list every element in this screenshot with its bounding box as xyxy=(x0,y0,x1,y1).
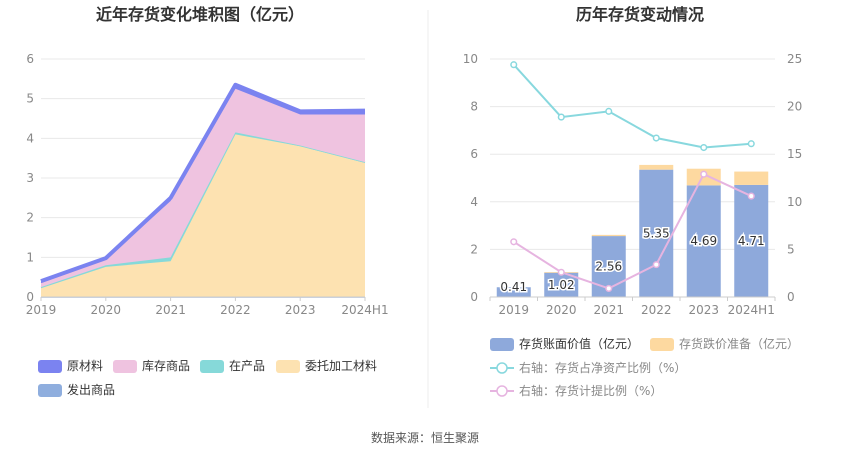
left-legend-label[interactable]: 库存商品 xyxy=(142,358,190,373)
right-legend-label[interactable]: 存货账面价值（亿元） xyxy=(519,336,639,351)
line-provision-ratio-point xyxy=(605,284,613,292)
left-chart-title: 近年存货变化堆积图（亿元） xyxy=(96,5,304,24)
bar-impairment xyxy=(734,171,769,185)
right-y-left-tick-label: 2 xyxy=(470,242,478,256)
right-legend-line-marker[interactable] xyxy=(496,385,508,397)
left-y-tick-label: 6 xyxy=(26,52,34,66)
left-legend-label[interactable]: 委托加工材料 xyxy=(305,359,377,373)
bar-impairment xyxy=(591,234,626,237)
source-text: 数据来源：恒生聚源 xyxy=(371,430,479,445)
left-area-edge-4 xyxy=(40,82,366,284)
bar-value-label: 4.69 xyxy=(690,234,717,248)
line-inventory-ratio-point xyxy=(747,140,755,148)
left-y-tick-label: 0 xyxy=(26,290,34,304)
right-x-tick-label: 2019 xyxy=(498,303,529,317)
line-inventory-ratio-point xyxy=(652,134,660,142)
left-y-tick-label: 3 xyxy=(26,171,34,185)
bar-book-value xyxy=(639,169,674,297)
right-bar-series xyxy=(496,164,769,297)
left-axes: 0 1 2 3 4 5 6 2019 2020 2021 2022 2023 2024H1 xyxy=(26,52,389,317)
right-x-tick-label: 2021 xyxy=(593,303,624,317)
right-y-right-tick-label: 20 xyxy=(787,100,802,114)
line-inventory-ratio-point xyxy=(557,113,565,121)
right-legend: 存货账面价值（亿元） 存货跌价准备（亿元） 右轴：存货占净资产比例（%） 右轴：存货计… xyxy=(490,336,799,398)
bar-value-label: 2.56 xyxy=(595,260,622,274)
left-x-tick-label: 2021 xyxy=(155,303,186,317)
left-x-tick-label: 2020 xyxy=(91,303,122,317)
left-x-tick-label: 2022 xyxy=(220,303,251,317)
right-legend-swatch-book[interactable] xyxy=(490,338,514,351)
left-legend-swatch[interactable] xyxy=(113,360,137,373)
left-area-3 xyxy=(41,88,365,288)
right-y-left-tick-label: 8 xyxy=(470,100,478,114)
bar-value-label: 1.02 xyxy=(548,278,575,292)
bar-book-value xyxy=(734,184,769,297)
right-legend-swatch-impair[interactable] xyxy=(650,338,674,351)
left-area-series xyxy=(40,82,366,298)
line-provision-ratio-point xyxy=(510,238,518,246)
left-y-tick-label: 1 xyxy=(26,250,34,264)
line-provision-ratio-point xyxy=(700,170,708,178)
left-legend-swatch[interactable] xyxy=(200,360,224,373)
bar-value-label: 5.35 xyxy=(643,226,670,240)
left-x-tick-label: 2024H1 xyxy=(341,303,388,317)
right-y-left-tick-label: 0 xyxy=(470,290,478,304)
left-legend-label[interactable]: 原材料 xyxy=(67,359,103,373)
right-axes: 0 2 4 6 8 10 0 5 10 15 20 25 2019 2020 2021 2022 2023 202… xyxy=(463,52,803,317)
right-legend-label[interactable]: 存货跌价准备（亿元） xyxy=(679,336,799,351)
line-inventory-ratio-point xyxy=(700,143,708,152)
bar-impairment xyxy=(639,164,674,170)
right-y-right-tick-label: 0 xyxy=(787,290,795,304)
right-legend-label[interactable]: 右轴：存货计提比例（%） xyxy=(519,383,662,398)
bar-book-value xyxy=(496,287,531,297)
left-legend-label[interactable]: 发出商品 xyxy=(67,382,115,397)
right-y-left-tick-label: 6 xyxy=(470,147,478,161)
left-x-tick-label: 2019 xyxy=(26,303,57,317)
left-legend-swatch[interactable] xyxy=(38,384,62,397)
left-y-tick-label: 2 xyxy=(26,211,34,225)
right-chart-title: 历年存货变动情况 xyxy=(576,5,704,24)
right-line-series: 0.41 1.02 2.56 5.35 4.69 4.71 xyxy=(499,61,766,296)
right-y-right-tick-label: 10 xyxy=(787,195,802,209)
right-legend-label[interactable]: 右轴：存货占净资产比例（%） xyxy=(519,360,686,375)
right-x-tick-label: 2024H1 xyxy=(728,303,775,317)
line-provision-ratio-point xyxy=(557,268,565,276)
right-x-tick-label: 2022 xyxy=(641,303,672,317)
left-y-tick-label: 5 xyxy=(26,92,34,106)
bar-value-label: 0.41 xyxy=(500,280,527,294)
line-provision-ratio xyxy=(513,172,752,290)
line-provision-ratio-point xyxy=(747,192,755,200)
left-legend-swatch[interactable] xyxy=(276,360,300,373)
bar-value-label: 4.71 xyxy=(738,234,765,248)
line-inventory-ratio xyxy=(513,64,752,149)
left-y-tick-label: 4 xyxy=(26,131,34,145)
left-area-1 xyxy=(41,134,365,297)
right-y-left-tick-label: 4 xyxy=(470,195,478,209)
bar-book-value xyxy=(686,185,721,297)
right-y-left-tick-label: 10 xyxy=(463,52,478,66)
line-provision-ratio-point xyxy=(652,261,660,269)
line-inventory-ratio-point xyxy=(510,61,518,69)
left-x-tick-label: 2023 xyxy=(285,303,316,317)
line-inventory-ratio-point xyxy=(605,107,613,115)
right-y-right-tick-label: 15 xyxy=(787,147,802,161)
right-y-right-tick-label: 5 xyxy=(787,242,795,256)
left-legend-swatch[interactable] xyxy=(38,360,62,373)
right-x-tick-label: 2020 xyxy=(546,303,577,317)
right-legend-line-marker[interactable] xyxy=(496,362,508,374)
right-grid xyxy=(490,58,775,298)
right-y-right-tick-label: 25 xyxy=(787,52,802,66)
right-x-tick-label: 2023 xyxy=(688,303,719,317)
left-legend-label[interactable]: 在产品 xyxy=(229,359,265,373)
